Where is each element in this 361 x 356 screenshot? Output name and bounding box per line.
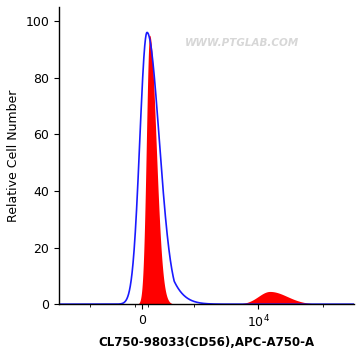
Text: WWW.PTGLAB.COM: WWW.PTGLAB.COM <box>185 38 299 48</box>
Y-axis label: Relative Cell Number: Relative Cell Number <box>7 89 20 222</box>
X-axis label: CL750-98033(CD56),APC-A750-A: CL750-98033(CD56),APC-A750-A <box>99 336 315 349</box>
